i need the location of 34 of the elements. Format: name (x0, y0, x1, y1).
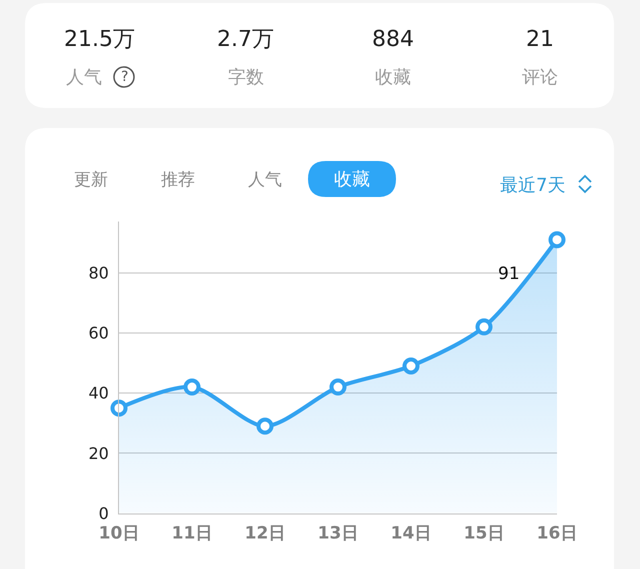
text: ? (121, 69, 128, 85)
point (402, 358, 420, 374)
y-tick-label: 40 (88, 384, 109, 403)
text: 人气 (248, 170, 282, 190)
data-label: 91 (498, 264, 520, 284)
point (330, 378, 346, 396)
text: 884 (372, 27, 414, 52)
x-tick-label: 13日 (318, 524, 358, 544)
y-tick-label: 0 (98, 504, 109, 523)
x-tick-label: 11日 (172, 524, 212, 544)
text: 2.7万 (217, 27, 274, 52)
text: 评论 (522, 67, 558, 88)
text: 人气 (66, 67, 102, 88)
text: 收藏 (375, 67, 411, 88)
text: 21 (526, 27, 554, 52)
y-tick-label: 60 (88, 324, 109, 343)
text: 字数 (228, 67, 264, 88)
y-tick-label: 20 (88, 444, 109, 463)
point (476, 318, 492, 336)
chart-subtitle: 最近7天 (500, 175, 566, 196)
x-tick-label: 10日 (98, 524, 140, 544)
text: 推荐 (161, 170, 195, 190)
y-tick-label: 80 (88, 263, 109, 282)
chart-title: 收藏 (334, 169, 370, 190)
text: 21.5万 (64, 27, 135, 52)
point (184, 378, 200, 396)
x-tick-label: 15日 (464, 524, 504, 544)
text: 更新 (74, 170, 108, 190)
x-tick-label: 14日 (390, 524, 432, 544)
point (548, 231, 566, 248)
point (256, 418, 274, 435)
x-tick-label: 16日 (536, 524, 578, 544)
x-tick-label: 12日 (244, 524, 286, 544)
point (110, 400, 128, 417)
